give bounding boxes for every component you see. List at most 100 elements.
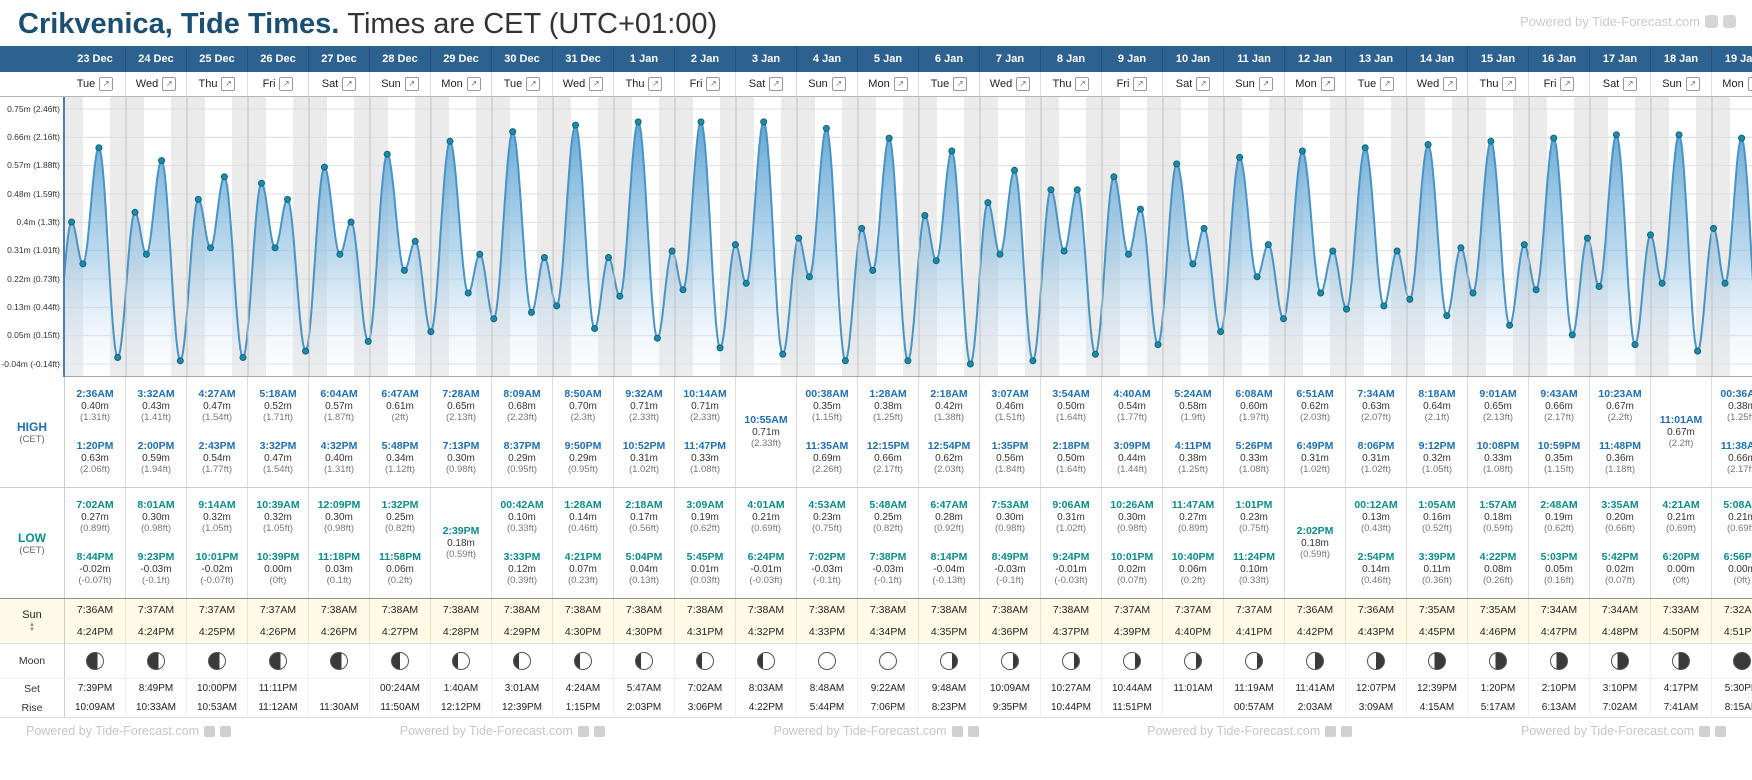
sunrise-time: 7:38AM (686, 604, 724, 616)
date-cell: 27 Dec (309, 46, 370, 72)
high-tide-entry: 8:50AM 0.70m (2.3ft) (564, 388, 601, 423)
expand-day-icon[interactable]: ↗ (1196, 77, 1211, 91)
tide-time: 3:33PM (503, 551, 541, 564)
expand-day-icon[interactable]: ↗ (99, 77, 114, 91)
sun-row-label: Sun ▲ ▼ (0, 599, 65, 643)
tide-time: 3:35AM (1601, 499, 1639, 512)
tide-height-m: 0.19m (1545, 511, 1573, 523)
low-tide-cell: 10:26AM 0.30m (0.98ft) 10:01PM 0.02m (0.07ft) (1102, 488, 1163, 598)
tide-height-ft: (1.54ft) (201, 412, 233, 424)
powered-by-link[interactable]: Powered by Tide-Forecast.com (1520, 14, 1736, 29)
tide-height-m: 0.47m (203, 400, 231, 412)
moon-phase-icon (940, 652, 958, 670)
powered-by-text: Powered by Tide-Forecast.com (1147, 724, 1321, 738)
low-tide-entry: 9:23PM -0.03m (-0.1ft) (138, 551, 175, 586)
expand-day-icon[interactable]: ↗ (1623, 77, 1638, 91)
tide-height-m: 0.42m (935, 400, 963, 412)
expand-day-icon[interactable]: ↗ (1443, 77, 1458, 91)
high-tide-cell: 10:23AM 0.67m (2.2ft) 11:48PM 0.36m (1.18ft) (1590, 377, 1651, 487)
expand-day-icon[interactable]: ↗ (221, 77, 236, 91)
expand-day-icon[interactable]: ↗ (162, 77, 177, 91)
expand-day-icon[interactable]: ↗ (1016, 77, 1031, 91)
moon-phase-cell (614, 644, 675, 678)
weekday-label: Sat (321, 78, 339, 90)
powered-by-link[interactable]: Powered by Tide-Forecast.com (26, 724, 231, 738)
expand-day-icon[interactable]: ↗ (648, 77, 663, 91)
powered-by-text: Powered by Tide-Forecast.com (773, 724, 947, 738)
expand-day-icon[interactable]: ↗ (404, 77, 419, 91)
expand-day-icon[interactable]: ↗ (1747, 77, 1752, 91)
tide-height-ft: (-0.03ft) (749, 575, 783, 587)
tide-time: 6:49PM (1296, 440, 1334, 453)
moon-phase-icon (757, 652, 775, 670)
tide-time: 1:28AM (869, 388, 907, 401)
moonset-row-label: Set (0, 679, 65, 698)
expand-day-icon[interactable]: ↗ (466, 77, 481, 91)
moon-phase-cell (309, 644, 370, 678)
tide-height-ft: (0.07ft) (1116, 575, 1148, 587)
tide-height-m: -0.04m (933, 563, 965, 575)
tide-height-m: 0.20m (1606, 511, 1634, 523)
expand-day-icon[interactable]: ↗ (1560, 77, 1575, 91)
tide-height-ft: (2.17ft) (1726, 464, 1752, 476)
moon-phase-cell (126, 644, 187, 678)
tide-time: 11:18PM (317, 551, 361, 564)
expand-day-icon[interactable]: ↗ (526, 77, 541, 91)
moon-phase-cell (187, 644, 248, 678)
expand-day-icon[interactable]: ↗ (769, 77, 784, 91)
tide-time: 10:40PM (1171, 551, 1215, 564)
tide-table: 23 Dec 24 Dec 25 Dec 26 Dec 27 Dec 28 Dec 29 D… (0, 46, 1752, 718)
powered-by-link[interactable]: Powered by Tide-Forecast.com (1147, 724, 1353, 738)
tide-height-m: 0.50m (1057, 400, 1085, 412)
weekday-cell: Wed ↗ (1407, 72, 1468, 96)
powered-by-link[interactable]: Powered by Tide-Forecast.com (774, 724, 979, 738)
watermark-badge-icon (951, 725, 963, 737)
date-cell: 13 Jan (1346, 46, 1407, 72)
tide-time: 3:32PM (259, 440, 297, 453)
expand-day-icon[interactable]: ↗ (342, 77, 357, 91)
expand-day-icon[interactable]: ↗ (831, 77, 846, 91)
y-axis-label: -0.04m (-0.14ft) (1, 358, 60, 369)
tide-time: 7:38PM (869, 551, 907, 564)
low-tide-entry: 2:54PM 0.14m (0.46ft) (1358, 551, 1395, 586)
low-tide-entry: 1:57AM 0.18m (0.59ft) (1479, 499, 1516, 534)
expand-day-icon[interactable]: ↗ (1258, 77, 1273, 91)
expand-day-icon[interactable]: ↗ (1075, 77, 1090, 91)
sun-times-cell: 7:35AM 4:46PM (1468, 599, 1529, 643)
sunset-time: 4:35PM (930, 626, 968, 638)
high-tide-entry: 7:28AM 0.65m (2.13ft) (442, 388, 479, 423)
high-tide-entry: 1:35PM 0.56m (1.84ft) (992, 440, 1029, 475)
low-tide-entry: 4:22PM 0.08m (0.26ft) (1480, 551, 1517, 586)
expand-day-icon[interactable]: ↗ (1320, 77, 1335, 91)
expand-day-icon[interactable]: ↗ (893, 77, 908, 91)
high-tide-entry: 5:26PM 0.33m (1.08ft) (1236, 440, 1273, 475)
watermark-badge-icon (1341, 725, 1353, 737)
expand-day-icon[interactable]: ↗ (1685, 77, 1700, 91)
expand-day-icon[interactable]: ↗ (279, 77, 294, 91)
low-tide-cell: 4:21AM 0.21m (0.69ft) 6:20PM 0.00m (0ft) (1651, 488, 1712, 598)
low-tide-cell: 2:48AM 0.19m (0.62ft) 5:03PM 0.05m (0.16ft) (1529, 488, 1590, 598)
tide-height-ft: (1.02ft) (628, 464, 660, 476)
expand-day-icon[interactable]: ↗ (953, 77, 968, 91)
tide-height-m: 0.54m (1118, 400, 1146, 412)
high-tide-entry: 4:27AM 0.47m (1.54ft) (198, 388, 235, 423)
tide-time: 1:35PM (991, 440, 1029, 453)
moon-phase-icon (1184, 652, 1202, 670)
expand-day-icon[interactable]: ↗ (589, 77, 604, 91)
low-tide-entry: 1:32PM 0.25m (0.82ft) (382, 499, 419, 534)
high-tide-cell: 3:54AM 0.50m (1.64ft) 2:18PM 0.50m (1.64ft) (1041, 377, 1102, 487)
powered-by-link[interactable]: Powered by Tide-Forecast.com (400, 724, 605, 738)
low-tide-cell: 9:06AM 0.31m (1.02ft) 9:24PM -0.01m (-0.03ft) (1041, 488, 1102, 598)
tide-height-m: 0.16m (1423, 511, 1451, 523)
expand-day-icon[interactable]: ↗ (1380, 77, 1395, 91)
expand-day-icon[interactable]: ↗ (706, 77, 721, 91)
moon-phase-icon (1306, 652, 1324, 670)
tide-height-ft: (0.46ft) (1360, 575, 1392, 587)
watermark-badge-icon (577, 725, 589, 737)
low-tide-entry: 8:01AM 0.30m (0.98ft) (137, 499, 174, 534)
tide-time: 5:24AM (1174, 388, 1212, 401)
expand-day-icon[interactable]: ↗ (1502, 77, 1517, 91)
expand-day-icon[interactable]: ↗ (1133, 77, 1148, 91)
powered-by-link[interactable]: Powered by Tide-Forecast.com (1521, 724, 1726, 738)
